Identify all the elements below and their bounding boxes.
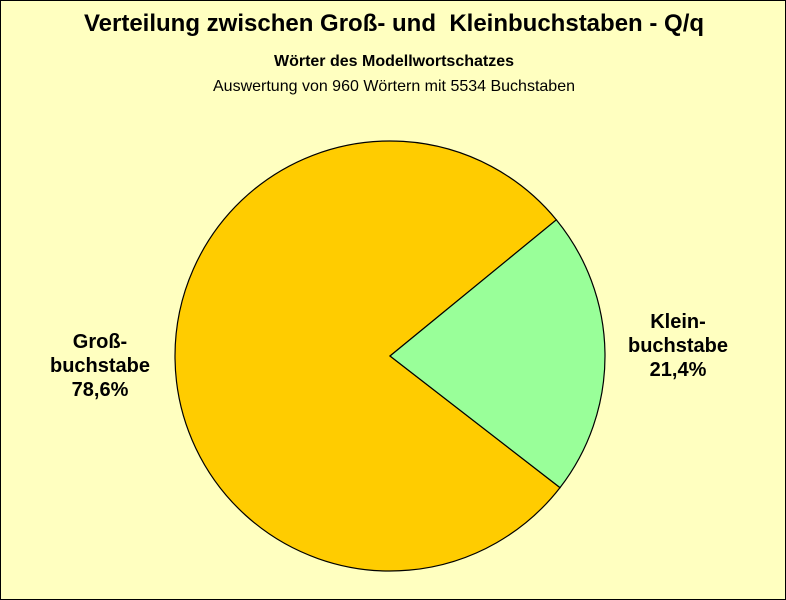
label-klein-line: 21,4% xyxy=(650,359,707,381)
label-gross-line: 78,6% xyxy=(72,379,129,401)
chart-subtitle-detail: Auswertung von 960 Wörtern mit 5534 Buch… xyxy=(213,78,575,95)
pie-slices xyxy=(174,140,606,572)
pie-labels: Groß-buchstabe 78,6%Klein-buchstabe 21,4% xyxy=(50,311,728,401)
label-klein-line: Klein- xyxy=(650,311,706,333)
label-gross-line: Groß- xyxy=(73,331,127,353)
chart-title: Verteilung zwischen Groß- und Kleinbuchs… xyxy=(83,10,705,37)
label-klein: Klein-buchstabe 21,4% xyxy=(628,311,728,381)
label-klein-line: buchstabe xyxy=(628,335,728,357)
slice-klein xyxy=(389,218,606,489)
label-gross: Groß-buchstabe 78,6% xyxy=(50,331,150,401)
slice-gross xyxy=(174,140,561,572)
label-gross-line: buchstabe xyxy=(50,355,150,377)
chart-subtitle: Wörter des Modellwortschatzes xyxy=(273,53,515,70)
